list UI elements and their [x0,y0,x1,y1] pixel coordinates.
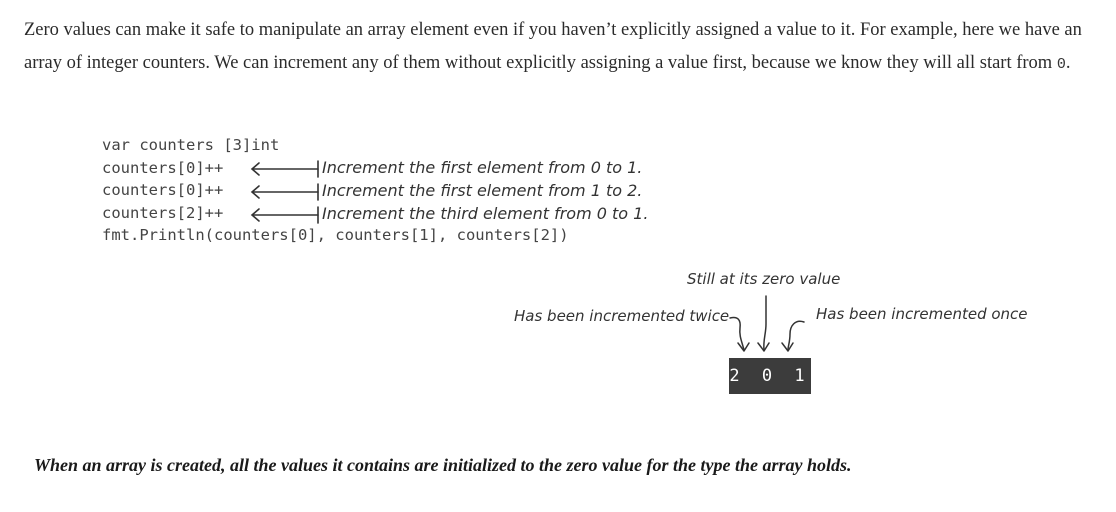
console-output: 2 0 1 [729,358,811,394]
annotation-line-3: Increment the third element from 0 to 1. [322,204,649,223]
output-arrows-icon [729,295,805,352]
code-block: var counters [3]int counters[0]++ counte… [102,134,569,247]
caption: When an array is created, all the values… [34,455,852,475]
code-line-1: var counters [3]int [102,136,280,154]
console-output-value: 2 0 1 [729,366,811,386]
note-zero-value: Still at its zero value [687,270,841,288]
annotation-arrows-icon [250,160,319,224]
intro-end: . [1065,53,1071,73]
code-line-4: counters[2]++ [102,203,224,222]
intro-paragraph: Zero values can make it safe to manipula… [24,14,1090,81]
note-incremented-twice: Has been incremented twice [514,307,730,325]
note-incremented-once: Has been incremented once [816,305,1028,323]
code-line-2: counters[0]++ [102,158,224,177]
intro-text: Zero values can make it safe to manipula… [24,20,1082,73]
annotation-line-1: Increment the first element from 0 to 1. [322,158,643,177]
code-line-5: fmt.Println(counters[0], counters[1], co… [102,226,569,244]
annotation-line-2: Increment the first element from 1 to 2. [322,181,643,200]
inline-code-zero: 0 [1056,56,1066,73]
code-line-3: counters[0]++ [102,181,224,199]
